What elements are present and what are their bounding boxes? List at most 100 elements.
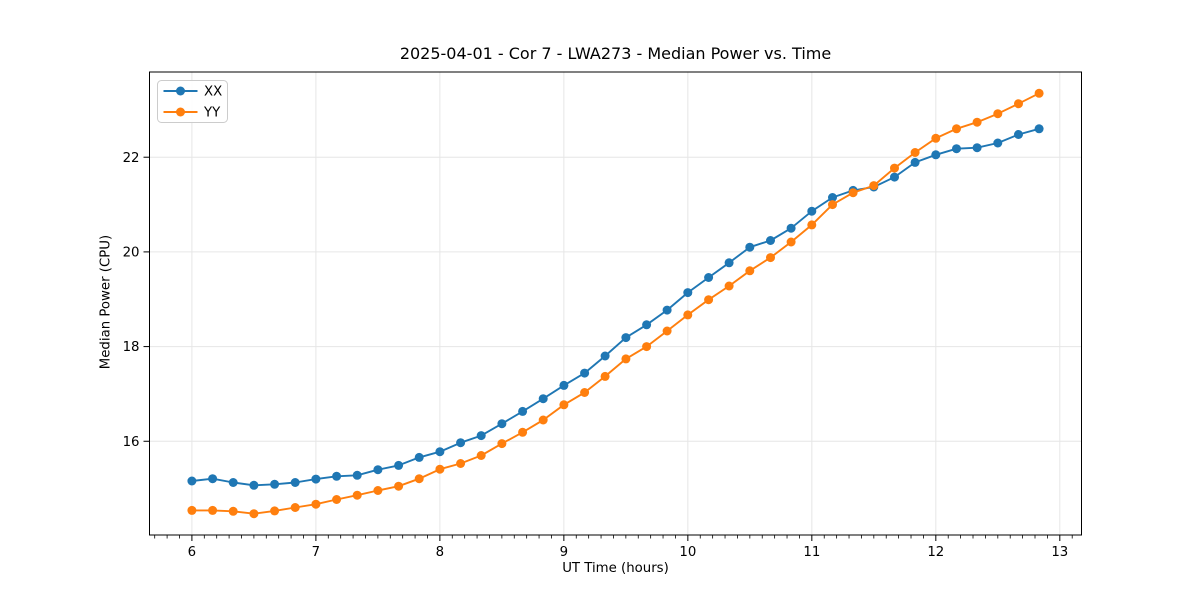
series-YY-marker	[311, 499, 321, 509]
series-XX-marker	[952, 144, 961, 154]
series-XX-marker	[228, 478, 238, 487]
y-tick-label: 16	[123, 435, 140, 450]
series-YY-marker	[394, 481, 404, 491]
x-tick-label: 13	[1051, 545, 1068, 560]
series-YY-marker	[704, 295, 714, 305]
series-YY-marker	[869, 181, 879, 191]
series-YY-marker	[993, 109, 1003, 119]
series-XX-marker	[993, 138, 1003, 148]
series-YY-marker	[187, 505, 197, 515]
series-XX-marker	[352, 470, 362, 480]
series-XX-marker	[828, 193, 837, 202]
series-YY-marker	[497, 439, 507, 449]
series-YY-marker	[580, 388, 590, 397]
series-YY-marker	[414, 474, 424, 484]
series-YY-marker	[518, 427, 528, 437]
x-tick-label: 12	[927, 545, 944, 560]
series-YY-marker	[642, 342, 652, 352]
series-XX-marker	[394, 460, 404, 470]
series-YY-marker	[249, 509, 259, 519]
series-XX-marker	[249, 480, 259, 490]
series-YY-marker	[290, 503, 300, 512]
series-YY-marker	[952, 124, 961, 134]
series-YY-marker	[1014, 99, 1023, 109]
series-XX-marker	[414, 452, 424, 462]
plot-border	[149, 71, 1082, 536]
legend: XX YY	[157, 80, 228, 123]
series-YY-marker	[724, 281, 734, 291]
series-YY-marker	[228, 506, 238, 516]
series-YY-marker	[559, 400, 569, 410]
series-YY-marker	[972, 117, 982, 127]
x-tick-label: 8	[436, 545, 444, 560]
series-YY-marker	[1034, 88, 1044, 98]
x-minor-ticks	[154, 535, 1073, 539]
gridlines	[149, 72, 1082, 535]
series-YY-marker	[931, 133, 941, 143]
series-YY-marker	[435, 464, 445, 474]
series-XX-marker	[435, 447, 445, 457]
series-XX-marker	[786, 223, 796, 233]
series-XX-marker	[1014, 130, 1023, 139]
series-XX-marker	[497, 419, 507, 429]
y-tick-label: 20	[123, 245, 140, 260]
series-XX-marker	[208, 474, 218, 484]
chart-title: 2025-04-01 - Cor 7 - LWA273 - Median Pow…	[399, 44, 832, 63]
series-YY-marker	[373, 486, 383, 495]
series-XX-marker	[332, 471, 342, 481]
x-axis: 6 7 8 9 10 11 12 13	[188, 535, 1068, 560]
series-YY-marker	[745, 266, 755, 276]
series-XX-marker	[704, 273, 714, 282]
series-YY-marker	[662, 326, 672, 336]
series-XX-marker	[270, 479, 280, 489]
series-XX-marker	[373, 465, 383, 475]
legend-marker-XX	[176, 86, 185, 96]
series-XX-marker	[766, 236, 775, 245]
series-XX-marker	[621, 333, 631, 343]
series-XX-marker	[456, 438, 466, 448]
series-XX-marker	[600, 351, 610, 361]
series-XX-marker	[476, 431, 486, 441]
series-XX-marker	[580, 368, 590, 378]
y-tick-label: 22	[123, 151, 140, 166]
series-YY-marker	[807, 220, 817, 230]
series-YY-marker	[766, 253, 775, 263]
series-XX-marker	[972, 143, 982, 153]
series-XX-marker	[890, 172, 899, 182]
series-YY-marker	[910, 148, 920, 157]
series-YY-marker	[683, 310, 693, 320]
legend-label-XX: XX	[204, 85, 222, 100]
series-XX-marker	[290, 478, 300, 487]
series-YY-marker	[621, 354, 631, 364]
y-axis-label: Median Power (CPU)	[98, 234, 114, 370]
y-axis: 16 18 20 22	[123, 151, 150, 450]
series-YY	[187, 88, 1044, 519]
series-YY-marker	[890, 163, 899, 173]
x-tick-label: 10	[679, 545, 696, 560]
series-XX-marker	[683, 288, 693, 298]
x-tick-label: 7	[312, 545, 320, 560]
series-YY-line	[191, 92, 1040, 515]
series-XX-line	[191, 127, 1040, 487]
series-XX-marker	[311, 474, 321, 484]
series-XX-marker	[745, 242, 755, 252]
series-XX-marker	[559, 380, 569, 390]
series-YY-marker	[332, 495, 342, 504]
x-tick-label: 6	[188, 545, 196, 560]
series-XX-marker	[662, 305, 672, 315]
series-YY-marker	[456, 459, 466, 468]
series-XX-marker	[931, 150, 941, 160]
series-YY-marker	[828, 200, 837, 210]
series-XX-marker	[642, 320, 652, 330]
x-tick-label: 11	[803, 545, 820, 560]
series-XX-marker	[1034, 124, 1044, 134]
series-YY-marker	[352, 490, 362, 500]
x-tick-label: 9	[560, 545, 568, 560]
y-tick-label: 18	[123, 340, 140, 355]
series-YY-marker	[538, 415, 548, 425]
series-YY-marker	[270, 506, 280, 516]
x-axis-label: UT Time (hours)	[562, 561, 669, 576]
series-XX-marker	[538, 394, 548, 404]
